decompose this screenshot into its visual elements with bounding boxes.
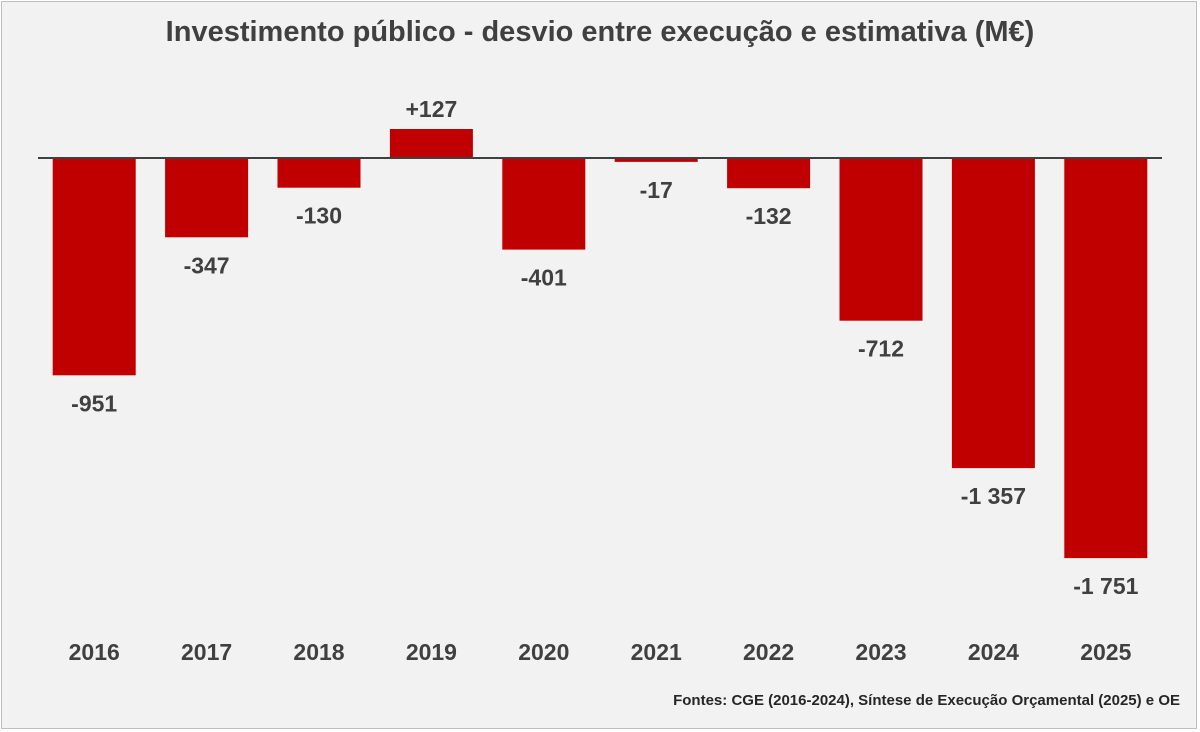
data-label-2024: -1 357 [961,483,1026,509]
data-label-2022: -132 [746,203,792,229]
bar-2019 [389,129,473,158]
source-note: Fontes: CGE (2016-2024), Síntese de Exec… [673,692,1180,709]
category-label-2017: 2017 [181,639,232,665]
data-label-2021: -17 [640,177,673,203]
bar-2016 [52,158,136,376]
bar-2017 [165,158,249,238]
data-label-2025: -1 751 [1073,573,1138,599]
bar-2022 [727,158,811,189]
bar-2021 [614,158,698,162]
data-label-2023: -712 [858,336,904,362]
category-label-2020: 2020 [518,639,569,665]
bar-2023 [839,158,923,321]
category-label-2016: 2016 [69,639,120,665]
category-label-2025: 2025 [1080,639,1131,665]
chart-title: Investimento público - desvio entre exec… [165,16,1035,48]
data-label-2020: -401 [521,265,567,291]
category-label-2018: 2018 [293,639,344,665]
bar-2020 [502,158,586,250]
data-label-2018: -130 [296,203,342,229]
category-label-2023: 2023 [855,639,906,665]
bar-2024 [951,158,1035,469]
data-label-2016: -951 [71,390,117,416]
bar-2018 [277,158,361,188]
category-label-2021: 2021 [631,639,682,665]
category-label-2019: 2019 [406,639,457,665]
category-label-2022: 2022 [743,639,794,665]
category-label-2024: 2024 [968,639,1019,665]
data-label-2017: -347 [184,252,230,278]
data-label-2019: +127 [405,96,457,122]
bar-2025 [1064,158,1148,559]
